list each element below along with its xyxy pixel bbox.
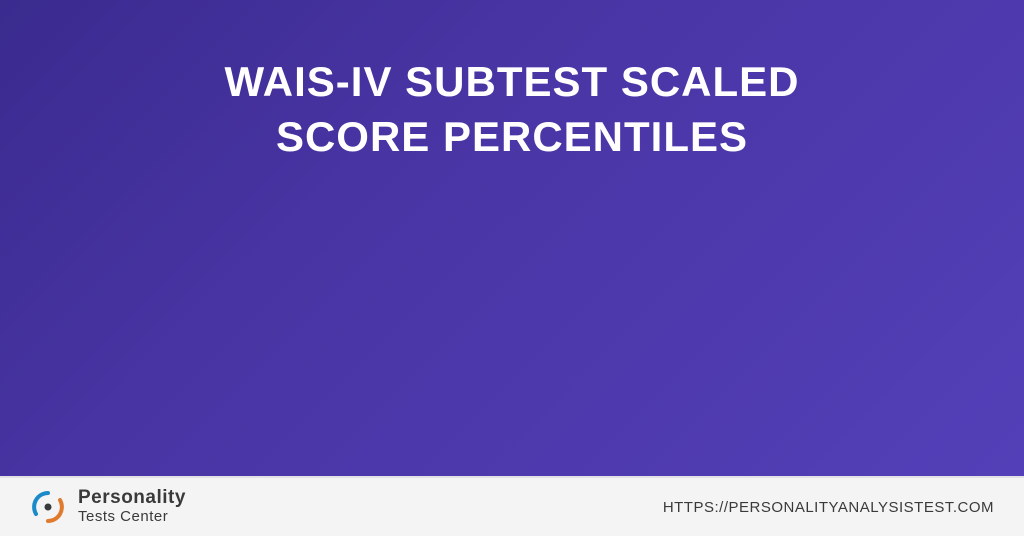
hero-title: WAIS-IV SUBTEST SCALED SCORE PERCENTILES [224,55,799,164]
hero-title-line2: SCORE PERCENTILES [276,113,748,160]
page-container: WAIS-IV SUBTEST SCALED SCORE PERCENTILES… [0,0,1024,536]
personality-logo-icon [30,489,66,525]
footer-url: HTTPS://PERSONALITYANALYSISTEST.COM [663,499,994,516]
hero-title-line1: WAIS-IV SUBTEST SCALED [224,58,799,105]
logo-text: Personality Tests Center [78,488,186,525]
hero-banner: WAIS-IV SUBTEST SCALED SCORE PERCENTILES [0,0,1024,476]
footer-bar: Personality Tests Center HTTPS://PERSONA… [0,476,1024,536]
logo-line1: Personality [78,488,186,509]
logo-line2: Tests Center [78,509,186,526]
logo-block: Personality Tests Center [30,488,186,525]
